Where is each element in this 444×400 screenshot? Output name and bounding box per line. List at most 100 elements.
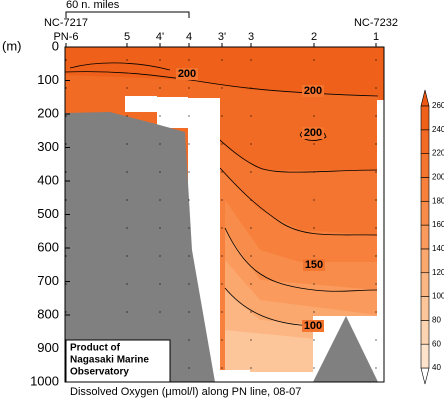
end-label: NC-7232 (354, 17, 398, 29)
station-dot (375, 227, 377, 229)
colorbar-tick-label: 140 (432, 244, 444, 253)
station-dot (188, 283, 190, 285)
contour-label: 200 (178, 68, 196, 80)
colorbar-tick-label: 200 (432, 173, 444, 182)
station-dot (221, 255, 223, 257)
colorbar-segment (420, 129, 430, 154)
station-dot (375, 115, 377, 117)
colorbar-tick-label: 160 (432, 220, 444, 229)
station-dot (250, 367, 252, 369)
station-dot (65, 199, 67, 201)
station-dot (375, 171, 377, 173)
station-dot (313, 227, 315, 229)
station-label: 3' (218, 31, 226, 43)
station-dot (188, 199, 190, 201)
station-dot (313, 283, 315, 285)
no-data (125, 96, 157, 112)
station-dot (250, 283, 252, 285)
contour-label: 150 (305, 259, 323, 271)
no-data (157, 97, 188, 128)
scale-label: 60 n. miles (66, 0, 120, 11)
colorbar-segment (420, 200, 430, 226)
station-dot (221, 367, 223, 369)
station-dot (221, 339, 223, 341)
station-dot (126, 59, 128, 61)
station-dot (126, 255, 128, 257)
y-tick-label: 800 (37, 306, 59, 321)
colorbar-extension (420, 367, 430, 385)
station-dot (221, 87, 223, 89)
end-label: NC-7217 (44, 17, 88, 29)
station-dot (375, 87, 377, 89)
colorbar-tick-label: 220 (432, 149, 444, 158)
station-dot (313, 199, 315, 201)
y-tick-label: 400 (37, 172, 59, 187)
station-label: PN-6 (53, 31, 78, 43)
station-dot (313, 255, 315, 257)
station-dot (65, 115, 67, 117)
y-tick-label: 300 (37, 139, 59, 154)
station-dot (221, 311, 223, 313)
station-label: 3 (248, 31, 254, 43)
contour-label-bg (303, 259, 325, 271)
station-label: 4 (186, 31, 192, 43)
station-dot (126, 115, 128, 117)
station-dot (159, 59, 161, 61)
colorbar-segment (420, 177, 430, 202)
station-dot (221, 171, 223, 173)
station-dot (65, 171, 67, 173)
station-dot (159, 115, 161, 117)
station-dot (126, 283, 128, 285)
station-dot (188, 255, 190, 257)
station-dot (313, 339, 315, 341)
station-dot (65, 87, 67, 89)
no-data (377, 100, 384, 382)
no-data (250, 372, 313, 382)
station-dot (250, 59, 252, 61)
colorbar-segment (420, 296, 430, 321)
colorbar-segment (420, 343, 430, 369)
station-dot (375, 283, 377, 285)
station-dot (188, 311, 190, 313)
colorbar-tick-label: 120 (432, 268, 444, 277)
station-dot (375, 339, 377, 341)
station-dot (188, 87, 190, 89)
station-dot (159, 143, 161, 145)
contour-line (219, 167, 379, 236)
station-dot (250, 255, 252, 257)
station-label: 4' (156, 31, 164, 43)
station-dot (65, 59, 67, 61)
station-dot (313, 311, 315, 313)
contour-label-bg (176, 68, 198, 80)
chart-title: Dissolved Oxygen (μmol/l) along PN line,… (70, 386, 301, 398)
contour-label: 200 (304, 85, 322, 97)
colorbar-tick-label: 260 (432, 101, 444, 110)
colorbar-tick-label: 60 (432, 339, 441, 348)
station-label: 1 (373, 31, 379, 43)
contour-label-bg (302, 320, 324, 332)
station-dot (159, 255, 161, 257)
station-dot (65, 143, 67, 145)
colorbar-segment (420, 320, 430, 345)
y-tick-label: 900 (37, 340, 59, 355)
station-dot (313, 367, 315, 369)
station-dot (250, 143, 252, 145)
station-dot (221, 143, 223, 145)
station-dot (375, 311, 377, 313)
colorbar-segment (420, 248, 430, 274)
station-dot (65, 311, 67, 313)
y-tick-label: 1000 (30, 373, 59, 388)
station-dot (221, 227, 223, 229)
y-tick-label: 700 (37, 273, 59, 288)
y-tick-label: 0 (52, 38, 59, 53)
note-box (65, 339, 171, 383)
contour-line (64, 71, 379, 97)
contour-label-bg (302, 127, 324, 139)
station-dot (126, 227, 128, 229)
topography (65, 112, 215, 382)
station-dot (313, 143, 315, 145)
colorbar-segment (420, 224, 430, 250)
station-dot (250, 171, 252, 173)
station-dot (221, 59, 223, 61)
